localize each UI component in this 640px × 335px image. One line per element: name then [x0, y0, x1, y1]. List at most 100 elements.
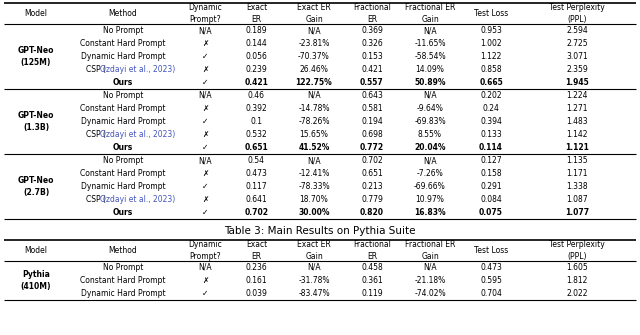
Text: 0.114: 0.114: [479, 143, 503, 152]
Text: -69.83%: -69.83%: [414, 117, 446, 126]
Text: Model: Model: [24, 9, 47, 18]
Text: 0.24: 0.24: [483, 104, 499, 113]
Text: 26.46%: 26.46%: [300, 65, 328, 74]
Text: 30.00%: 30.00%: [298, 208, 330, 217]
Text: ✗: ✗: [202, 195, 209, 204]
Text: 0.361: 0.361: [361, 276, 383, 285]
Text: 0.213: 0.213: [361, 182, 383, 191]
Text: 0.239: 0.239: [246, 65, 268, 74]
Text: -14.78%: -14.78%: [298, 104, 330, 113]
Text: No Prompt: No Prompt: [103, 26, 143, 35]
Text: 0.153: 0.153: [361, 52, 383, 61]
Text: Model: Model: [24, 246, 47, 255]
Text: GPT-Neo
(1.3B): GPT-Neo (1.3B): [18, 112, 54, 132]
Text: GPT-Neo
(2.7B): GPT-Neo (2.7B): [18, 177, 54, 197]
Text: ✗: ✗: [202, 65, 209, 74]
Text: Dynamic Hard Prompt: Dynamic Hard Prompt: [81, 289, 165, 298]
Text: 20.04%: 20.04%: [414, 143, 445, 152]
Text: N/A: N/A: [307, 91, 321, 100]
Text: N/A: N/A: [423, 263, 437, 272]
Text: 0.702: 0.702: [244, 208, 269, 217]
Text: 50.89%: 50.89%: [414, 78, 445, 87]
Text: 0.369: 0.369: [361, 26, 383, 35]
Text: Constant Hard Prompt: Constant Hard Prompt: [80, 276, 166, 285]
Text: 2.594: 2.594: [566, 26, 588, 35]
Text: 0.820: 0.820: [360, 208, 384, 217]
Text: 0.643: 0.643: [361, 91, 383, 100]
Text: Ozdayi et al., 2023): Ozdayi et al., 2023): [100, 65, 176, 74]
Text: GPT-Neo
(125M): GPT-Neo (125M): [18, 47, 54, 67]
Text: 0.953: 0.953: [480, 26, 502, 35]
Text: 0.458: 0.458: [361, 263, 383, 272]
Text: 0.772: 0.772: [360, 143, 384, 152]
Text: Test Perplexity
(PPL): Test Perplexity (PPL): [549, 3, 605, 23]
Text: 1.077: 1.077: [565, 208, 589, 217]
Text: 122.75%: 122.75%: [296, 78, 332, 87]
Text: 0.161: 0.161: [246, 276, 268, 285]
Text: Exact
ER: Exact ER: [246, 241, 267, 261]
Text: Dynamic Hard Prompt: Dynamic Hard Prompt: [81, 182, 165, 191]
Text: Dynamic
Prompt?: Dynamic Prompt?: [189, 3, 222, 23]
Text: -58.54%: -58.54%: [414, 52, 446, 61]
Text: ✗: ✗: [202, 104, 209, 113]
Text: 14.09%: 14.09%: [415, 65, 444, 74]
Text: ✓: ✓: [202, 117, 209, 126]
Text: 0.392: 0.392: [246, 104, 268, 113]
Text: Exact ER
Gain: Exact ER Gain: [297, 3, 331, 23]
Text: 0.202: 0.202: [480, 91, 502, 100]
Text: 0.779: 0.779: [361, 195, 383, 204]
Text: -23.81%: -23.81%: [298, 39, 330, 48]
Text: ✗: ✗: [202, 130, 209, 139]
Text: ✗: ✗: [202, 39, 209, 48]
Text: 0.473: 0.473: [246, 169, 268, 178]
Text: 0.056: 0.056: [246, 52, 268, 61]
Text: 0.641: 0.641: [246, 195, 268, 204]
Text: 0.532: 0.532: [246, 130, 268, 139]
Text: 0.158: 0.158: [480, 169, 502, 178]
Text: 0.557: 0.557: [360, 78, 384, 87]
Text: 0.394: 0.394: [480, 117, 502, 126]
Text: -11.65%: -11.65%: [414, 39, 445, 48]
Text: Method: Method: [109, 246, 138, 255]
Text: 0.698: 0.698: [361, 130, 383, 139]
Text: N/A: N/A: [423, 91, 437, 100]
Text: Ours: Ours: [113, 78, 133, 87]
Text: ✓: ✓: [202, 289, 209, 298]
Text: 8.55%: 8.55%: [418, 130, 442, 139]
Text: ✓: ✓: [202, 78, 209, 87]
Text: No Prompt: No Prompt: [103, 156, 143, 165]
Text: Ozdayi et al., 2023): Ozdayi et al., 2023): [100, 195, 176, 204]
Text: 1.224: 1.224: [566, 91, 588, 100]
Text: CSP (: CSP (: [86, 195, 106, 204]
Text: Fractional ER
Gain: Fractional ER Gain: [405, 3, 455, 23]
Text: 1.483: 1.483: [566, 117, 588, 126]
Text: 1.171: 1.171: [566, 169, 588, 178]
Text: 0.1: 0.1: [250, 117, 262, 126]
Text: CSP (: CSP (: [86, 130, 106, 139]
Text: Exact ER
Gain: Exact ER Gain: [297, 241, 331, 261]
Text: -9.64%: -9.64%: [417, 104, 444, 113]
Text: 3.071: 3.071: [566, 52, 588, 61]
Text: N/A: N/A: [198, 26, 212, 35]
Text: N/A: N/A: [307, 26, 321, 35]
Text: 0.075: 0.075: [479, 208, 503, 217]
Text: ✓: ✓: [202, 182, 209, 191]
Text: Constant Hard Prompt: Constant Hard Prompt: [80, 104, 166, 113]
Text: Dynamic Hard Prompt: Dynamic Hard Prompt: [81, 117, 165, 126]
Text: ✗: ✗: [202, 169, 209, 178]
Text: 2.725: 2.725: [566, 39, 588, 48]
Text: 0.54: 0.54: [248, 156, 265, 165]
Text: 0.326: 0.326: [361, 39, 383, 48]
Text: 0.665: 0.665: [479, 78, 503, 87]
Text: 1.812: 1.812: [566, 276, 588, 285]
Text: 0.291: 0.291: [480, 182, 502, 191]
Text: 0.581: 0.581: [361, 104, 383, 113]
Text: 0.704: 0.704: [480, 289, 502, 298]
Text: ✓: ✓: [202, 208, 209, 217]
Text: 0.473: 0.473: [480, 263, 502, 272]
Text: Test Loss: Test Loss: [474, 246, 508, 255]
Text: -78.33%: -78.33%: [298, 182, 330, 191]
Text: -21.18%: -21.18%: [414, 276, 445, 285]
Text: -12.41%: -12.41%: [298, 169, 330, 178]
Text: ✓: ✓: [202, 52, 209, 61]
